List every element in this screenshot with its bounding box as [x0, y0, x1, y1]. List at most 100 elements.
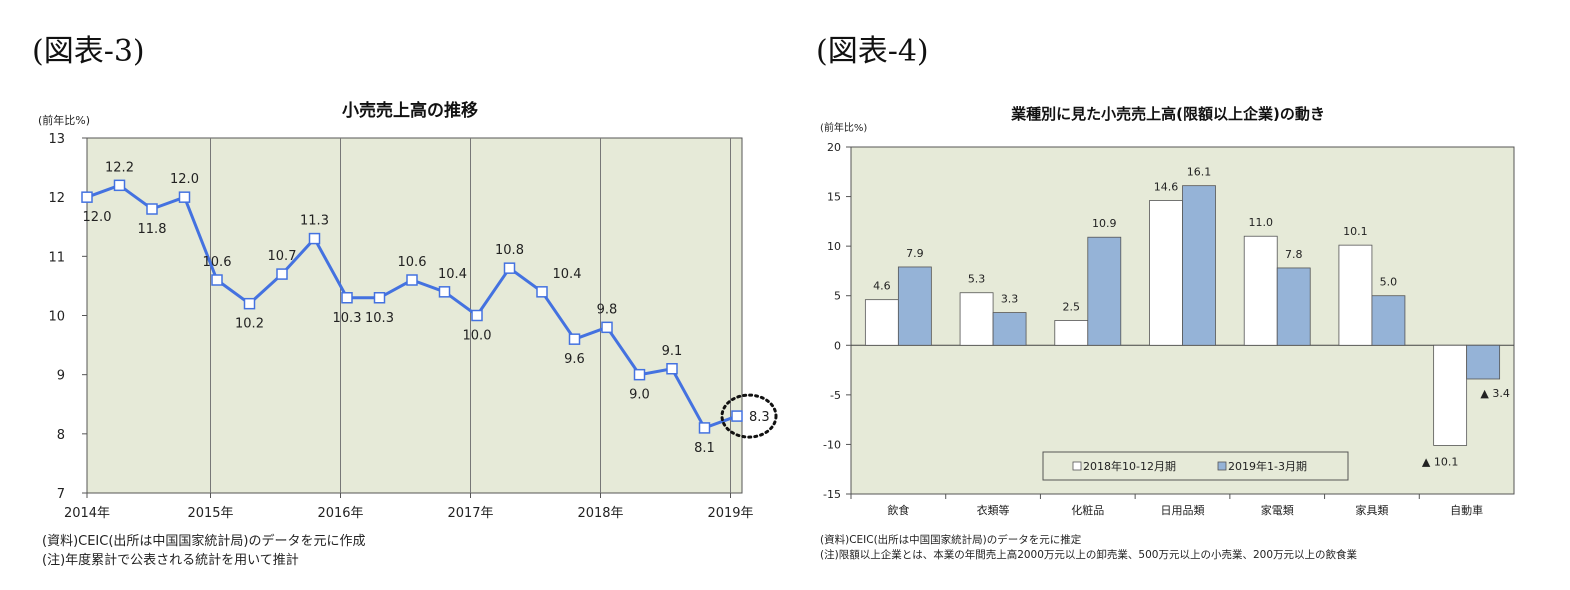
category-label: 家具類	[1355, 503, 1388, 517]
bar	[1054, 320, 1089, 346]
y-tick-label: 13	[48, 132, 65, 147]
x-tick-label: 2016年	[317, 506, 363, 521]
y-tick-label: 11	[48, 250, 65, 265]
bar	[1466, 344, 1501, 380]
category-label: 自動車	[1450, 503, 1483, 517]
data-point	[373, 292, 386, 304]
legend-swatch	[1072, 461, 1082, 471]
y-tick-label: 20	[827, 141, 841, 154]
figure-3-heading: (図表-3)	[32, 34, 145, 69]
data-label: 11.3	[300, 214, 329, 229]
y-tick-label: -10	[823, 438, 841, 451]
data-label: 9.1	[662, 344, 683, 359]
y-tick-label: 8	[57, 428, 65, 443]
data-point	[601, 321, 613, 334]
line-chart: 7 8 9 10 11 12 13 2014年 2015年 2016年 2017年 2018年 2019…	[48, 132, 778, 521]
y-tick-label: 7	[57, 487, 65, 502]
bar-value-label: 10.9	[1092, 217, 1117, 230]
data-label: 11.8	[138, 222, 167, 237]
data-label: 10.4	[553, 267, 582, 282]
y-tick-label: -5	[830, 389, 841, 402]
data-label: 12.0	[170, 172, 199, 187]
data-point	[178, 191, 191, 203]
category-label: 化粧品	[1071, 503, 1104, 517]
bar-value-label: 5.0	[1380, 276, 1398, 289]
x-tick-label: 2014年	[64, 506, 110, 521]
figure-4-heading: (図表-4)	[816, 34, 929, 69]
bar-value-label: 7.8	[1285, 248, 1303, 261]
data-label: 10.3	[333, 311, 362, 326]
bar-value-label: 3.3	[1001, 293, 1019, 306]
data-label: 10.4	[438, 267, 467, 282]
data-label: 12.0	[83, 210, 112, 225]
data-label: 9.6	[564, 352, 585, 367]
bar	[864, 299, 899, 346]
bar	[1087, 236, 1122, 346]
data-label: 10.6	[398, 255, 427, 270]
highlight-circle	[720, 393, 778, 439]
data-point	[471, 309, 483, 322]
category-label: 飲食	[887, 503, 909, 517]
bar	[959, 292, 994, 346]
data-point	[243, 297, 256, 310]
data-label: 8.1	[694, 441, 715, 456]
bar-chart-title: 業種別に見た小売売上高(限額以上企業)の動き	[1010, 105, 1325, 123]
bar	[1371, 295, 1406, 346]
bar	[897, 266, 932, 346]
line-chart-notes: (資料)CEIC(出所は中国国家統計局)のデータを元に作成 (注)年度累計で公表…	[42, 530, 366, 568]
y-tick-label: 9	[57, 369, 65, 384]
data-point	[503, 262, 516, 274]
category-label: 衣類等	[977, 503, 1010, 517]
category-label: 家電類	[1261, 503, 1294, 517]
category-label: 日用品類	[1161, 504, 1205, 517]
y-tick-label: 5	[834, 290, 841, 303]
bar	[1338, 244, 1373, 346]
data-point	[308, 232, 321, 245]
line-chart-source-note: (資料)CEIC(出所は中国国家統計局)のデータを元に作成	[42, 534, 366, 549]
data-point	[81, 191, 93, 203]
bar-value-label: 5.3	[968, 273, 986, 286]
data-point	[438, 286, 451, 298]
data-label: 12.2	[105, 160, 134, 175]
bar-chart-footnote: (注)限額以上企業とは、本業の年間売上高2000万元以上の卸売業、500万元以上…	[820, 549, 1357, 561]
y-tick-label: 12	[48, 191, 65, 206]
data-point	[633, 368, 646, 381]
legend-label: 2019年1-3月期	[1228, 459, 1307, 473]
bar-value-label: ▲ 10.1	[1422, 455, 1458, 468]
data-label: 9.8	[597, 302, 618, 317]
y-tick-label: 10	[48, 310, 65, 325]
bar	[992, 312, 1027, 346]
legend-swatch	[1217, 461, 1227, 471]
x-tick-label: 2015年	[187, 506, 233, 521]
x-tick-label: 2018年	[577, 506, 623, 521]
bar-value-label: 14.6	[1154, 181, 1179, 194]
bar-value-label: 2.5	[1063, 301, 1081, 314]
data-point	[698, 422, 711, 434]
x-tick-label: 2019年	[707, 506, 753, 521]
data-point	[406, 274, 418, 286]
data-point	[568, 333, 581, 345]
line-chart-title: 小売売上高の推移	[342, 100, 478, 121]
x-tick-label: 2017年	[447, 506, 493, 521]
bar-chart-source-note: (資料)CEIC(出所は中国国家統計局)のデータを元に推定	[820, 534, 1082, 546]
bar-chart-y-unit: (前年比%)	[820, 121, 867, 134]
data-point	[731, 410, 743, 422]
bar	[1433, 344, 1468, 446]
line-chart-footnote: (注)年度累計で公表される統計を用いて推計	[42, 553, 299, 568]
bar-chart: -15 -10 -5 0 5 10 15 20 飲食 4.6 7.9 衣類等 5.3 3.3 化粧品 2.5 1…	[823, 141, 1515, 517]
data-label: 10.7	[268, 249, 297, 264]
y-tick-label: 15	[827, 191, 841, 204]
data-point	[211, 274, 223, 286]
y-tick-label: 10	[827, 240, 841, 253]
bar	[1182, 185, 1216, 346]
legend-label: 2018年10-12月期	[1083, 459, 1176, 473]
bar-value-label: 4.6	[873, 280, 891, 293]
bar	[1243, 235, 1278, 346]
data-label: 8.3	[749, 410, 770, 425]
data-point	[536, 286, 548, 298]
data-label: 10.2	[235, 317, 264, 332]
data-point	[113, 179, 126, 192]
bar	[1276, 267, 1311, 346]
bar-value-label: 7.9	[906, 247, 924, 260]
